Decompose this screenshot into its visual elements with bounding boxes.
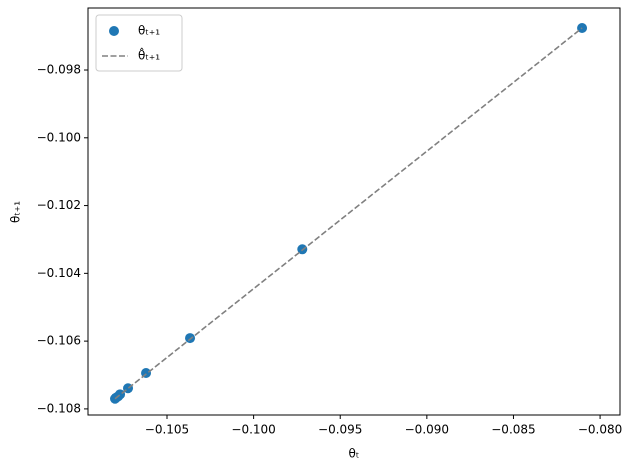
x-tick-label: −0.080 <box>578 423 622 437</box>
x-tick-label: −0.100 <box>231 423 275 437</box>
legend-label: θₜ₊₁ <box>138 24 160 38</box>
x-tick-label: −0.090 <box>405 423 449 437</box>
y-tick-label: −0.102 <box>37 198 81 212</box>
x-axis-label: θₜ <box>349 447 360 461</box>
x-tick-label: −0.095 <box>318 423 362 437</box>
legend-label: θ̂ₜ₊₁ <box>138 46 160 62</box>
line <box>114 27 583 400</box>
x-tick-label: −0.085 <box>491 423 535 437</box>
point <box>185 333 196 344</box>
y-tick-label: −0.098 <box>37 63 81 77</box>
plot-frame <box>87 7 621 416</box>
y-axis-label: θₜ₊₁ <box>9 201 23 223</box>
y-tick-label: −0.108 <box>37 401 81 415</box>
y-tick-label: −0.104 <box>37 266 81 280</box>
y-tick-label: −0.100 <box>37 130 81 144</box>
y-tick-label: −0.106 <box>37 334 81 348</box>
legend-marker <box>109 26 119 36</box>
x-tick-label: −0.105 <box>145 423 189 437</box>
